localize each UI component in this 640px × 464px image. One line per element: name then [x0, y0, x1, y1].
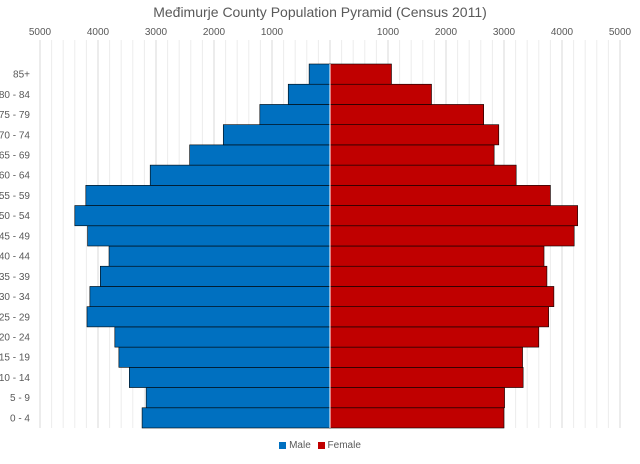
bar-female	[329, 124, 500, 146]
bar-female	[329, 144, 495, 166]
category-label: 30 - 34	[0, 292, 30, 303]
bar-female	[329, 346, 523, 368]
bar-female	[329, 83, 432, 105]
x-tick-label: 3000	[145, 27, 168, 38]
bar-male	[87, 225, 331, 247]
category-label: 65 - 69	[0, 151, 30, 162]
bar-male	[222, 124, 331, 146]
x-tick-label: 2000	[203, 27, 226, 38]
x-tick-label: 2000	[435, 27, 458, 38]
x-tick-label: 4000	[87, 27, 110, 38]
bar-male	[100, 265, 331, 287]
bar-male	[85, 185, 331, 206]
bar-female	[329, 63, 392, 85]
bar-female	[329, 225, 575, 247]
category-label: 60 - 64	[0, 171, 30, 182]
category-label: 5 - 9	[10, 393, 30, 404]
bar-male	[149, 164, 331, 186]
x-tick-label: 5000	[29, 27, 52, 38]
bar-male	[287, 83, 331, 105]
category-label: 15 - 19	[0, 353, 30, 364]
x-tick-label: 1000	[377, 27, 400, 38]
legend-swatch-female	[317, 442, 325, 449]
category-label: 50 - 54	[0, 211, 30, 222]
category-label: 70 - 74	[0, 130, 30, 141]
bar-female	[329, 387, 505, 409]
bar-male	[129, 367, 331, 388]
category-label: 80 - 84	[0, 90, 30, 101]
x-tick-label: 3000	[493, 27, 516, 38]
legend-item-female: Female	[317, 440, 361, 451]
bar-female	[329, 265, 548, 287]
bar-male	[74, 205, 331, 227]
bar-male	[114, 326, 331, 348]
bar-female	[329, 326, 540, 348]
category-label: 45 - 49	[0, 231, 30, 242]
bar-female	[329, 286, 555, 307]
legend-label-female: Female	[327, 440, 361, 451]
bar-female	[329, 185, 551, 206]
bar-male	[108, 245, 331, 267]
bar-female	[329, 245, 545, 267]
category-label: 25 - 29	[0, 312, 30, 323]
x-tick-label: 4000	[551, 27, 574, 38]
bar-male	[141, 407, 331, 429]
chart-legend: Male Female	[0, 440, 640, 452]
bar-male	[308, 63, 331, 85]
bar-female	[329, 367, 524, 388]
category-label: 75 - 79	[0, 110, 30, 121]
bar-male	[118, 346, 331, 368]
legend-item-male: Male	[279, 440, 311, 451]
x-tick-label: 5000	[609, 27, 632, 38]
bar-male	[189, 144, 331, 166]
bar-male	[259, 104, 331, 125]
bar-male	[86, 306, 331, 328]
category-label: 0 - 4	[10, 413, 30, 424]
bar-female	[329, 407, 505, 429]
category-label: 40 - 44	[0, 252, 30, 263]
x-tick-label: 1000	[261, 27, 284, 38]
category-label: 55 - 59	[0, 191, 30, 202]
bar-female	[329, 205, 578, 227]
chart-title: Međimurje County Population Pyramid (Cen…	[153, 4, 487, 20]
category-label: 20 - 24	[0, 333, 30, 344]
bar-male	[89, 286, 331, 307]
bar-female	[329, 306, 549, 328]
legend-swatch-male	[279, 442, 287, 449]
category-label: 85+	[13, 70, 30, 81]
category-label: 35 - 39	[0, 272, 30, 283]
bar-male	[145, 387, 331, 409]
bar-female	[329, 104, 484, 125]
legend-label-male: Male	[289, 440, 311, 451]
category-label: 10 - 14	[0, 373, 30, 384]
bar-female	[329, 164, 517, 186]
